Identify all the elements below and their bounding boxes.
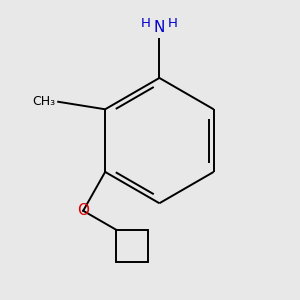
Text: N: N: [154, 20, 165, 35]
Text: H: H: [168, 17, 178, 30]
Text: H: H: [141, 17, 151, 30]
Text: O: O: [77, 203, 89, 218]
Text: CH₃: CH₃: [32, 95, 55, 108]
